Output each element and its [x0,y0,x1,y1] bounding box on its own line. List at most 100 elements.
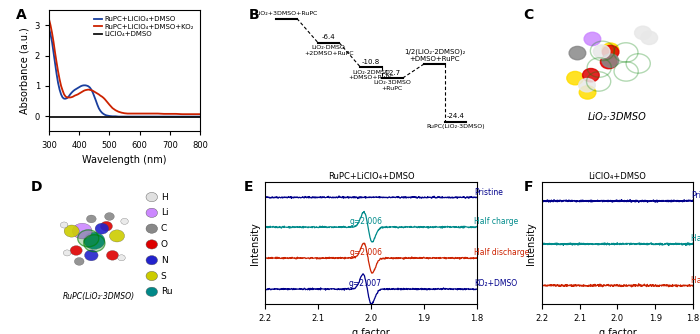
Text: Half discharge: Half discharge [474,248,529,258]
Circle shape [109,230,125,242]
RuPC+LiClO₄+DMSO [153,115,162,119]
Circle shape [85,250,98,261]
Text: RuPC(LiO₂·3DMSO): RuPC(LiO₂·3DMSO) [63,292,135,301]
Legend: RuPC+LiClO₄+DMSO, RuPC+LiClO₄+DMSO+KO₂, LiClO₄+DMSO: RuPC+LiClO₄+DMSO, RuPC+LiClO₄+DMSO+KO₂, … [91,13,197,40]
Text: C: C [524,8,534,22]
RuPC+LiClO₄+DMSO [196,115,204,119]
RuPC+LiClO₄+DMSO [45,26,53,30]
Circle shape [602,45,619,59]
Text: g=2.006: g=2.006 [349,217,382,226]
Circle shape [104,213,114,220]
Text: D: D [31,180,43,194]
Text: Half charge: Half charge [691,234,700,243]
Text: N: N [161,256,167,265]
Text: C: C [161,224,167,233]
Text: LiClO₄+DMSO: LiClO₄+DMSO [589,172,646,181]
Text: -10.8: -10.8 [362,59,380,65]
RuPC+LiClO₄+DMSO [114,115,122,119]
Text: RuPC+LiClO₄+DMSO: RuPC+LiClO₄+DMSO [328,172,414,181]
Circle shape [74,258,84,265]
RuPC+LiClO₄+DMSO [93,103,102,107]
Circle shape [146,224,158,233]
RuPC+LiClO₄+DMSO+KO₂ [196,112,204,116]
Circle shape [584,32,601,46]
Text: Ru: Ru [161,287,172,296]
Text: LiO₂·3DMSO: LiO₂·3DMSO [588,112,647,122]
Circle shape [594,45,610,58]
RuPC+LiClO₄+DMSO+KO₂ [148,112,156,116]
RuPC+LiClO₄+DMSO [66,93,74,97]
Circle shape [146,192,158,202]
Circle shape [64,250,71,256]
Circle shape [567,71,583,85]
Text: B: B [248,8,259,22]
Text: A: A [16,8,27,22]
Text: LiO₂·DMSO
+2DMSO+RuPC: LiO₂·DMSO +2DMSO+RuPC [304,45,354,56]
Circle shape [60,222,68,228]
X-axis label: g factor: g factor [598,328,636,334]
Circle shape [87,215,96,223]
Circle shape [579,78,595,92]
Text: S: S [161,272,167,281]
Circle shape [635,26,651,39]
Circle shape [146,256,158,265]
Circle shape [100,221,113,231]
Text: -12.7: -12.7 [383,69,401,75]
Circle shape [72,223,92,239]
Text: Half discharge: Half discharge [691,276,700,285]
RuPC+LiClO₄+DMSO+KO₂ [45,17,53,21]
Circle shape [582,68,599,82]
RuPC+LiClO₄+DMSO+KO₂ [63,96,71,100]
Text: Half charge: Half charge [474,217,519,226]
RuPC+LiClO₄+DMSO [63,96,71,100]
Text: -6.4: -6.4 [322,34,335,40]
Text: LiO₂·2DMSO
+DMSO+RuPC: LiO₂·2DMSO +DMSO+RuPC [348,69,394,80]
Text: Pristine: Pristine [691,191,700,200]
Y-axis label: Absorbance (a.u.): Absorbance (a.u.) [19,27,29,114]
Text: g=2.006: g=2.006 [349,248,382,258]
Circle shape [64,225,79,237]
RuPC+LiClO₄+DMSO+KO₂ [76,91,85,95]
Text: O: O [161,240,168,249]
Circle shape [78,230,99,247]
Text: H: H [161,193,167,201]
Circle shape [569,46,586,60]
X-axis label: g factor: g factor [352,328,390,334]
Text: E: E [244,180,253,194]
Circle shape [146,272,158,281]
Text: LiO₂·3DMSO
+RuPC: LiO₂·3DMSO +RuPC [373,80,411,91]
Text: RuPC(LiO₂·3DMSO): RuPC(LiO₂·3DMSO) [426,124,485,129]
Circle shape [146,240,158,249]
RuPC+LiClO₄+DMSO [76,84,85,88]
Line: RuPC+LiClO₄+DMSO+KO₂: RuPC+LiClO₄+DMSO+KO₂ [49,19,200,114]
Circle shape [95,223,108,234]
Circle shape [84,232,105,249]
Text: 1/2(LiO₂·2DMSO)₂
+DMSO+RuPC: 1/2(LiO₂·2DMSO)₂ +DMSO+RuPC [404,48,466,62]
Circle shape [146,208,158,217]
Text: Pristine: Pristine [474,188,503,197]
RuPC+LiClO₄+DMSO [99,112,108,116]
Text: -24.4: -24.4 [447,113,465,119]
Circle shape [146,287,158,296]
RuPC+LiClO₄+DMSO+KO₂ [178,112,186,116]
Y-axis label: Intensity: Intensity [526,222,536,265]
Line: RuPC+LiClO₄+DMSO: RuPC+LiClO₄+DMSO [49,28,200,117]
Y-axis label: Intensity: Intensity [250,222,260,265]
Circle shape [602,54,619,67]
Circle shape [84,235,105,252]
Text: KO₂+DMSO: KO₂+DMSO [474,280,517,289]
Circle shape [70,245,82,256]
Circle shape [601,55,617,69]
Text: g=2.007: g=2.007 [349,280,382,289]
Circle shape [579,86,596,99]
RuPC+LiClO₄+DMSO+KO₂ [93,92,102,96]
Circle shape [121,218,128,224]
Circle shape [106,250,118,260]
RuPC+LiClO₄+DMSO+KO₂ [66,96,74,100]
X-axis label: Wavelength (nm): Wavelength (nm) [83,155,167,165]
Text: LiO₂+3DMSO+RuPC: LiO₂+3DMSO+RuPC [256,11,318,16]
Circle shape [118,255,125,261]
Circle shape [641,31,657,44]
RuPC+LiClO₄+DMSO+KO₂ [99,96,108,100]
Circle shape [602,43,619,56]
